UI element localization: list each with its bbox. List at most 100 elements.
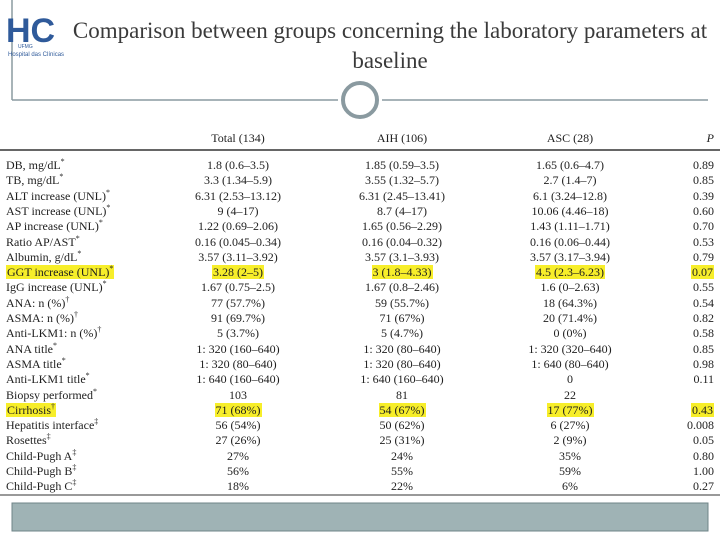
cell: 22% <box>302 479 502 493</box>
column-header: P <box>707 131 714 145</box>
logo-sub: UFMG <box>18 44 33 50</box>
cell-text: 1.8 (0.6–3.5) <box>207 158 269 172</box>
cell-text: 22% <box>391 479 413 494</box>
cell-text: 2.7 (1.4–7) <box>543 173 597 188</box>
cell: 1.6 (0–2.63) <box>470 280 670 294</box>
cell-text: 6% <box>562 479 578 494</box>
cell: 71 (68%) <box>138 402 338 417</box>
cell-text: 81 <box>396 387 408 402</box>
cell-text: 6.1 (3.24–12.8) <box>533 188 607 203</box>
cell: 1: 640 (160–640) <box>138 372 338 386</box>
cell-text: 0.008 <box>687 418 714 433</box>
cell-text: 3.57 (3.11–3.92) <box>198 249 278 264</box>
cell: 17 (77%) <box>470 402 670 417</box>
row-label: Albumin, g/dL* <box>6 248 82 264</box>
footnote-mark: † <box>97 325 102 335</box>
cell-text: 6.31 (2.45–13.41) <box>359 188 445 203</box>
cell-text: 0.05 <box>693 433 714 448</box>
cell-text: 0.79 <box>693 249 714 264</box>
row-label: Child-Pugh C‡ <box>6 479 76 494</box>
cell-text: 1: 320 (320–640) <box>528 341 612 356</box>
cell: 1: 640 (80–640) <box>470 357 670 371</box>
cell: 1: 320 (160–640) <box>138 342 338 356</box>
cell: 56% <box>138 464 338 478</box>
cell: 2 (9%) <box>470 433 670 447</box>
cell-text: 1.43 (1.11–1.71) <box>530 219 610 234</box>
cell-text: 1.65 (0.56–2.29) <box>362 219 442 234</box>
cell: 103 <box>138 388 338 402</box>
cell-text: 1: 320 (80–640) <box>199 356 277 371</box>
footnote-mark: * <box>106 202 111 212</box>
footnote-mark: * <box>77 248 82 258</box>
cell: 18% <box>138 479 338 493</box>
row-label-text: Anti-LKM1: n (%) <box>6 326 98 341</box>
cell: 0.70 <box>693 219 714 233</box>
cell-text: 55% <box>391 464 413 478</box>
cell: 8.7 (4–17) <box>302 204 502 218</box>
cell-text: 2 (9%) <box>553 433 587 448</box>
row-label-text: ASMA title <box>6 356 62 371</box>
cell: 0.16 (0.06–0.44) <box>470 235 670 249</box>
cell: 27% <box>138 449 338 463</box>
cell-text: 0.55 <box>693 280 714 295</box>
cell-text: 3.3 (1.34–5.9) <box>204 173 272 188</box>
cell: 91 (69.7%) <box>138 311 338 325</box>
cell-text: 1: 320 (80–640) <box>363 341 441 356</box>
cell: 3.57 (3.1–3.93) <box>302 250 502 264</box>
cell: 5 (4.7%) <box>302 326 502 340</box>
row-label-text: Cirrhosis <box>7 402 52 417</box>
row-label: AST increase (UNL)* <box>6 202 111 218</box>
cell: 0.43 <box>691 402 714 417</box>
cell: 24% <box>302 449 502 463</box>
cell: 1.43 (1.11–1.71) <box>470 219 670 233</box>
cell-text: 1.67 (0.8–2.46) <box>365 280 439 295</box>
cell-text: 0.11 <box>693 372 714 387</box>
cell-text: 0.85 <box>693 341 714 356</box>
column-header-text: ASC (28) <box>546 131 594 145</box>
cell: 71 (67%) <box>302 311 502 325</box>
cell-text: 1.00 <box>693 464 714 478</box>
cell: 3.3 (1.34–5.9) <box>138 173 338 187</box>
footnote-mark: * <box>92 386 97 396</box>
cell-text: 4.5 (2.3–6.23) <box>535 265 605 280</box>
column-header: ASC (28) <box>470 131 670 145</box>
cell: 9 (4–17) <box>138 204 338 218</box>
cell-text: 27% <box>227 448 249 463</box>
row-label: GGT increase (UNL)* <box>6 264 115 280</box>
cell-text: 0.53 <box>693 234 714 249</box>
cell-text: 35% <box>559 448 581 463</box>
cell: 6.31 (2.53–13.12) <box>138 189 338 203</box>
cell-text: 0.16 (0.045–0.34) <box>195 234 281 249</box>
row-label-text: ASMA: n (%) <box>6 311 74 325</box>
cell-text: 0.58 <box>693 326 714 341</box>
footnote-mark: * <box>60 157 65 166</box>
row-label-text: TB, mg/dL <box>6 173 60 188</box>
row-label-text: ANA: n (%) <box>6 295 66 310</box>
footnote-mark: † <box>74 310 78 319</box>
row-label-text: Biopsy performed <box>6 387 93 402</box>
cell: 1.67 (0.8–2.46) <box>302 280 502 294</box>
cell-text: 0.85 <box>693 173 714 188</box>
slide-title: Comparison between groups concerning the… <box>72 18 708 73</box>
footnote-mark: * <box>98 218 103 228</box>
cell: 0.98 <box>693 357 714 371</box>
cell: 6.31 (2.45–13.41) <box>302 189 502 203</box>
cell-text: 9 (4–17) <box>217 203 259 218</box>
cell: 3.55 (1.32–5.7) <box>302 173 502 187</box>
row-label: ASMA: n (%)† <box>6 310 78 326</box>
cell-text: 77 (57.7%) <box>211 295 265 310</box>
row-label-text: Child-Pugh C <box>6 479 73 494</box>
cell-text: 3 (1.8–4.33) <box>371 265 433 280</box>
cell: 59 (55.7%) <box>302 296 502 310</box>
row-label-text: Rosettes <box>6 433 47 448</box>
cell: 10.06 (4.46–18) <box>470 204 670 218</box>
cell: 0.54 <box>693 296 714 310</box>
cell-text: 91 (69.7%) <box>211 311 265 325</box>
footnote-mark: * <box>109 264 114 274</box>
cell: 6% <box>470 479 670 493</box>
row-label-text: Child-Pugh B <box>6 464 73 478</box>
row-label: Rosettes‡ <box>6 433 51 448</box>
cell-text: 1: 320 (160–640) <box>196 341 280 356</box>
cell-text: 59 (55.7%) <box>375 295 429 310</box>
cell: 3.28 (2–5) <box>138 265 338 280</box>
